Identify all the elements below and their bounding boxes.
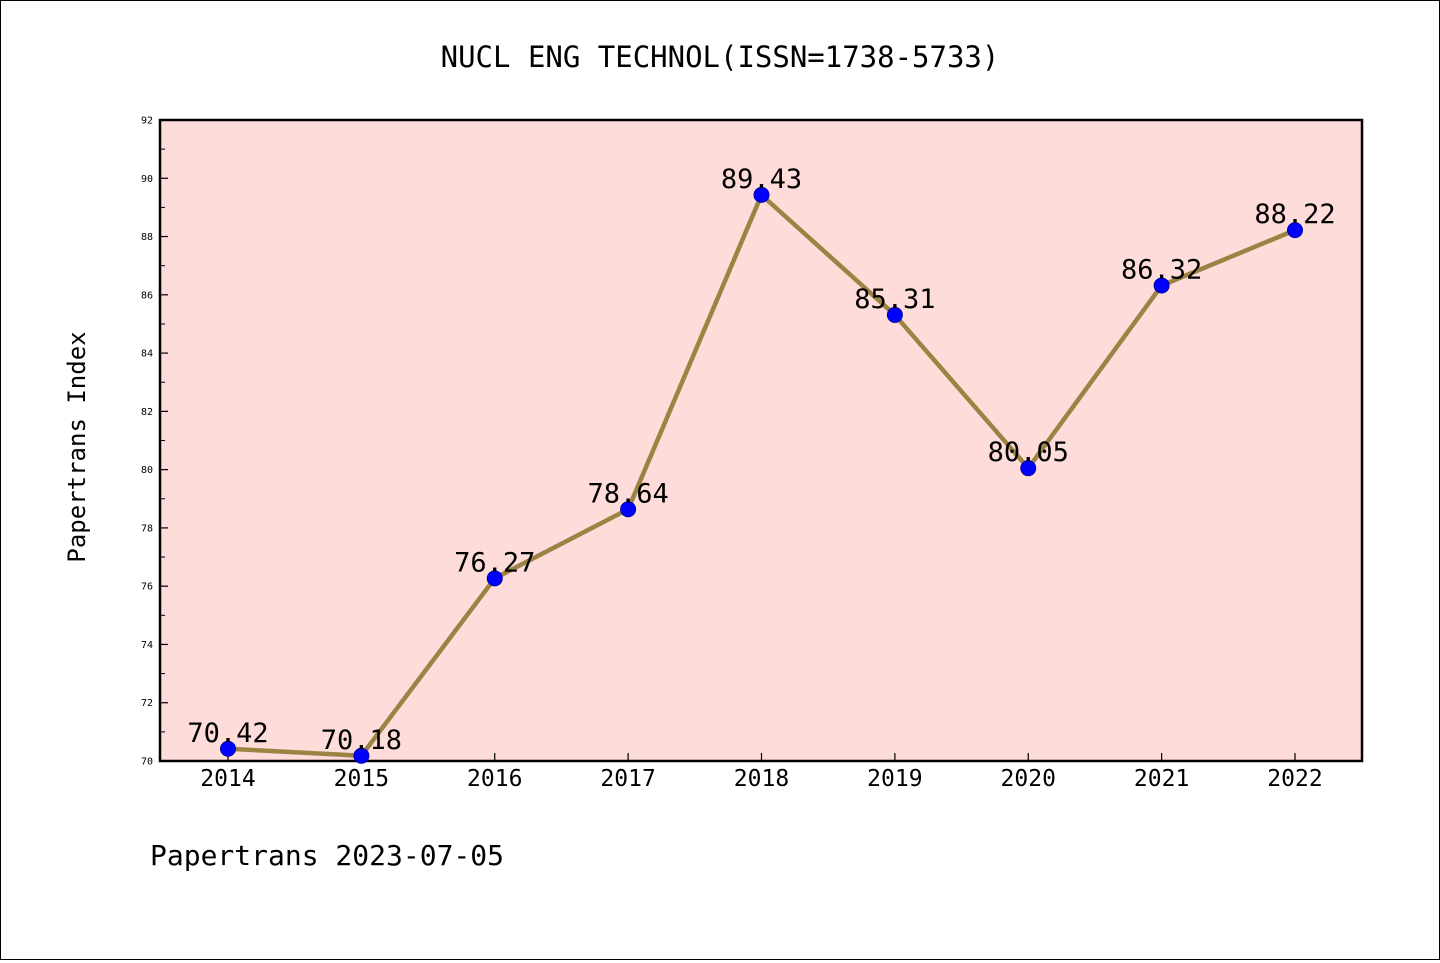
y-tick-label: 84 [141,349,153,360]
data-point [486,570,503,587]
y-axis-ticks: 70 72 74 76 78 80 82 84 86 88 90 92 [141,116,168,768]
data-point [753,186,770,203]
data-label: 85.31 [854,284,935,315]
data-point [353,747,370,764]
y-tick-label: 72 [141,698,153,709]
x-tick-label: 2015 [334,766,389,792]
plot-area [158,118,1364,763]
data-label: 78.64 [587,478,668,509]
x-tick-label: 2016 [467,766,522,792]
data-label: 80.05 [988,437,1069,468]
x-tick-label: 2021 [1134,766,1189,792]
y-tick-label: 78 [141,523,153,534]
footer-credit: Papertrans 2023-07-05 [150,839,504,872]
y-tick-label: 76 [141,582,153,593]
x-tick-label: 2017 [600,766,655,792]
data-label: 89.43 [721,164,802,195]
x-tick-label: 2014 [200,766,255,792]
data-point [1020,460,1037,477]
y-tick-label: 92 [141,116,153,127]
x-tick-label: 2019 [867,766,922,792]
chart-title: NUCL ENG TECHNOL(ISSN=1738-5733) [441,40,1000,74]
y-tick-label: 82 [141,407,153,418]
data-label: 88.22 [1254,199,1335,230]
x-tick-label: 2022 [1267,766,1322,792]
y-tick-label: 86 [141,290,153,301]
y-tick-label: 70 [141,757,153,768]
y-tick-label: 90 [141,174,153,185]
x-tick-label: 2020 [1001,766,1056,792]
y-tick-label: 74 [141,640,153,651]
data-point [220,740,236,757]
data-point [1287,222,1303,239]
data-point [1153,277,1170,294]
y-tick-label: 80 [141,465,153,476]
y-tick-label: 88 [141,232,153,243]
data-label: 76.27 [454,547,535,578]
data-point [620,501,637,518]
x-tick-label: 2018 [734,766,789,792]
data-point [886,306,903,323]
data-label: 70.18 [321,725,402,756]
y-axis-label: Papertrans Index [63,331,91,562]
x-axis-ticks: 2014 2015 2016 2017 2018 2019 2020 2021 2022 [200,753,1323,792]
series-group: 70.42 70.18 76.27 78.64 89.43 85.31 80.05 86.32… [187,164,1336,764]
data-label: 86.32 [1121,254,1202,285]
data-label: 70.42 [187,718,268,749]
